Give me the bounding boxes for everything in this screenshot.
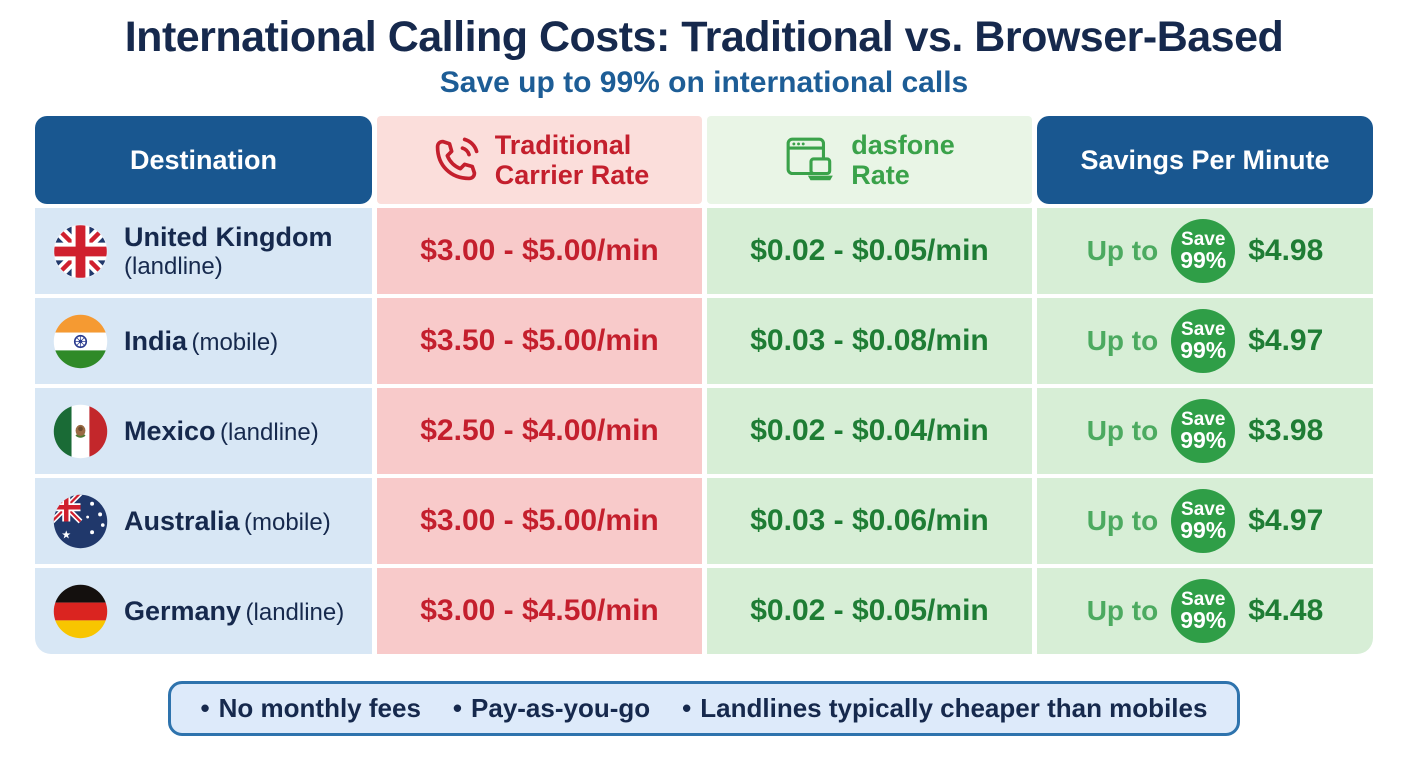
dasfone-rate-cell: $0.03 - $0.08/min (707, 298, 1032, 385)
dasfone-rate-value: $0.03 - $0.08/min (750, 324, 989, 358)
savings-cell: Up to Save 99% $4.97 (1037, 298, 1373, 385)
country-name: India (124, 325, 188, 356)
line-type-label: (mobile) (244, 508, 331, 536)
header-destination: Destination (35, 116, 372, 205)
bullet-icon: • (682, 693, 692, 724)
savings-amount: $3.98 (1248, 414, 1324, 448)
footer-notes-pill: • No monthly fees • Pay-as-you-go • Land… (167, 681, 1241, 737)
savings-cell: Up to Save 99% $4.97 (1037, 478, 1373, 565)
dasfone-rate-cell: $0.03 - $0.06/min (707, 478, 1032, 565)
line-type-label: (mobile) (191, 328, 279, 356)
footer-note: • Pay-as-you-go (452, 693, 651, 724)
mexico-flag-icon (52, 403, 109, 460)
header-dasfone-rate: dasfone Rate (707, 116, 1032, 205)
carrier-rate-value: $3.00 - $5.00/min (420, 234, 659, 268)
country-name: Mexico (124, 415, 216, 446)
destination-label: India (mobile) (124, 326, 278, 357)
savings-amount: $4.48 (1248, 594, 1324, 628)
destination-cell: Australia (mobile) (35, 478, 372, 565)
traditional-carrier-rate-cell: $2.50 - $4.00/min (377, 388, 702, 475)
savings-amount: $4.98 (1248, 234, 1324, 268)
savings-prefix: Up to (1086, 595, 1159, 627)
save-99-badge: Save 99% (1171, 489, 1236, 554)
india-flag-icon (52, 313, 109, 370)
line-type-label: (landline) (245, 598, 345, 626)
rates-comparison-table: Destination Traditional Carrier Rate das… (35, 116, 1373, 655)
destination-label: Australia (mobile) (124, 506, 331, 537)
footer-note: • Landlines typically cheaper than mobil… (682, 693, 1208, 724)
save-99-badge: Save 99% (1171, 579, 1236, 644)
savings-prefix: Up to (1086, 325, 1159, 357)
destination-label: Mexico (landline) (124, 416, 319, 447)
destination-label: Germany (landline) (124, 596, 344, 627)
header-savings-per-minute: Savings Per Minute (1037, 116, 1373, 205)
save-99-badge: Save 99% (1171, 309, 1236, 374)
australia-flag-icon (52, 493, 109, 550)
line-type-label: (landline) (124, 253, 223, 281)
dasfone-rate-cell: $0.02 - $0.05/min (707, 208, 1032, 295)
country-name: Germany (124, 595, 242, 626)
save-99-badge: Save 99% (1171, 399, 1236, 464)
savings-prefix: Up to (1086, 505, 1159, 537)
destination-cell: India (mobile) (35, 298, 372, 385)
dasfone-rate-value: $0.02 - $0.05/min (750, 594, 989, 628)
uk-flag-icon (52, 223, 109, 280)
browser-laptop-icon (784, 133, 838, 187)
dasfone-rate-value: $0.03 - $0.06/min (750, 504, 989, 538)
bullet-icon: • (200, 693, 210, 724)
savings-cell: Up to Save 99% $4.48 (1037, 568, 1373, 655)
dasfone-rate-value: $0.02 - $0.04/min (750, 414, 989, 448)
destination-label: United Kingdom (landline) (124, 222, 369, 281)
traditional-carrier-rate-cell: $3.50 - $5.00/min (377, 298, 702, 385)
traditional-carrier-rate-cell: $3.00 - $5.00/min (377, 478, 702, 565)
carrier-rate-value: $3.00 - $5.00/min (420, 504, 659, 538)
germany-flag-icon (52, 583, 109, 640)
savings-amount: $4.97 (1248, 504, 1324, 538)
traditional-carrier-rate-cell: $3.00 - $5.00/min (377, 208, 702, 295)
save-99-badge: Save 99% (1171, 219, 1236, 284)
carrier-rate-value: $3.00 - $4.50/min (420, 594, 659, 628)
savings-cell: Up to Save 99% $3.98 (1037, 388, 1373, 475)
bullet-icon: • (452, 693, 463, 724)
footer-note: • No monthly fees (200, 693, 421, 724)
line-type-label: (landline) (220, 418, 319, 446)
page-title: International Calling Costs: Traditional… (124, 13, 1284, 61)
carrier-rate-value: $3.50 - $5.00/min (420, 324, 659, 358)
destination-cell: Germany (landline) (35, 568, 372, 655)
country-name: United Kingdom (124, 221, 333, 252)
destination-cell: Mexico (landline) (35, 388, 372, 475)
page-subtitle: Save up to 99% on international calls (439, 66, 969, 100)
dasfone-rate-value: $0.02 - $0.05/min (750, 234, 989, 268)
savings-prefix: Up to (1086, 415, 1159, 447)
carrier-rate-value: $2.50 - $4.00/min (420, 414, 659, 448)
country-name: Australia (124, 505, 240, 536)
header-traditional-carrier-rate: Traditional Carrier Rate (377, 116, 702, 205)
traditional-carrier-rate-cell: $3.00 - $4.50/min (377, 568, 702, 655)
phone-icon (430, 134, 482, 186)
dasfone-rate-cell: $0.02 - $0.04/min (707, 388, 1032, 475)
destination-cell: United Kingdom (landline) (35, 208, 372, 295)
savings-cell: Up to Save 99% $4.98 (1037, 208, 1373, 295)
savings-amount: $4.97 (1248, 324, 1324, 358)
savings-prefix: Up to (1086, 235, 1159, 267)
dasfone-rate-cell: $0.02 - $0.05/min (707, 568, 1032, 655)
